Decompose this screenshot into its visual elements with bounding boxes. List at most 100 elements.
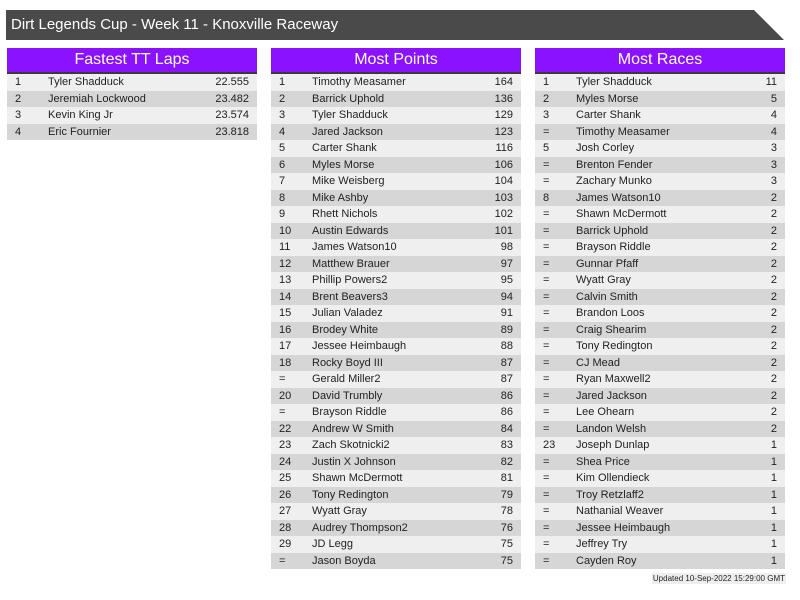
table-row: 23 Joseph Dunlap 1 (535, 437, 785, 454)
value-cell: 84 (500, 422, 513, 435)
driver-name-cell: Brent Beavers3 (312, 290, 388, 303)
table-row: = Shea Price 1 (535, 453, 785, 470)
value-cell: 2 (770, 422, 777, 435)
rank-cell: = (543, 488, 550, 501)
table-row: = Shawn McDermott 2 (535, 206, 785, 223)
table-row: = Jessee Heimbaugh 1 (535, 519, 785, 536)
table-row: = Jared Jackson 2 (535, 387, 785, 404)
table-row: 13 Phillip Powers2 95 (271, 272, 521, 289)
value-cell: 94 (500, 290, 513, 303)
value-cell: 2 (770, 340, 777, 352)
rank-cell: = (279, 554, 286, 567)
value-cell: 11 (765, 76, 777, 88)
rank-cell: = (543, 538, 550, 550)
rank-cell: = (543, 323, 550, 336)
rank-cell: = (543, 274, 550, 286)
driver-name-cell: Mike Weisberg (312, 175, 385, 187)
driver-name-cell: Austin Edwards (312, 224, 389, 237)
value-cell: 106 (494, 158, 513, 171)
value-cell: 104 (494, 175, 513, 187)
value-cell: 2 (770, 323, 777, 336)
value-cell: 5 (770, 92, 777, 105)
table-row: = Kim Ollendieck 1 (535, 470, 785, 487)
rank-cell: 12 (279, 257, 292, 270)
driver-name-cell: Shea Price (576, 455, 630, 468)
value-cell: 83 (500, 439, 513, 451)
rank-cell: 2 (543, 92, 550, 105)
table-row: 26 Tony Redington 79 (271, 486, 521, 503)
rank-cell: 28 (279, 521, 292, 534)
driver-name-cell: Jared Jackson (576, 389, 647, 402)
driver-name-cell: Timothy Measamer (576, 125, 670, 138)
driver-name-cell: Brodey White (312, 323, 379, 336)
value-cell: 2 (770, 241, 777, 253)
rank-cell: 7 (279, 175, 286, 187)
rank-cell: = (543, 125, 550, 138)
value-cell: 86 (500, 389, 513, 402)
driver-name-cell: Justin X Johnson (312, 455, 396, 468)
table-row: 3 Tyler Shadduck 129 (271, 107, 521, 124)
driver-name-cell: Barrick Uphold (576, 224, 649, 237)
driver-name-cell: Craig Shearim (576, 323, 647, 336)
value-cell: 75 (500, 554, 513, 567)
table-row: = Timothy Measamer 4 (535, 123, 785, 140)
value-cell: 75 (500, 538, 513, 550)
driver-name-cell: Joseph Dunlap (576, 439, 650, 451)
rank-cell: 18 (279, 356, 292, 369)
driver-name-cell: Matthew Brauer (312, 257, 390, 270)
rank-cell: 23 (279, 439, 292, 451)
value-cell: 91 (500, 307, 513, 319)
rank-cell: 29 (279, 538, 292, 550)
rank-cell: 10 (279, 224, 292, 237)
value-cell: 3 (770, 175, 777, 187)
table-row: 11 James Watson10 98 (271, 239, 521, 256)
driver-name-cell: Wyatt Gray (576, 274, 631, 286)
rank-cell: 2 (15, 92, 22, 105)
driver-name-cell: Shawn McDermott (312, 472, 403, 484)
value-cell: 23.482 (215, 92, 249, 105)
rank-cell: 27 (279, 505, 292, 517)
value-cell: 2 (770, 208, 777, 220)
value-cell: 81 (500, 472, 513, 484)
driver-name-cell: Tyler Shadduck (312, 109, 388, 121)
rank-cell: = (543, 257, 550, 270)
driver-name-cell: Audrey Thompson2 (312, 521, 408, 534)
table-row: 8 James Watson10 2 (535, 189, 785, 206)
rank-cell: 20 (279, 389, 292, 402)
value-cell: 82 (500, 455, 513, 468)
rank-cell: = (543, 241, 550, 253)
rank-cell: = (543, 373, 550, 385)
rank-cell: 1 (15, 76, 22, 88)
rank-cell: = (543, 521, 550, 534)
table-row: = Ryan Maxwell2 2 (535, 371, 785, 388)
table-row: 25 Shawn McDermott 81 (271, 470, 521, 487)
value-cell: 76 (500, 521, 513, 534)
table-row: = Nathanial Weaver 1 (535, 503, 785, 520)
table-row: = Barrick Uphold 2 (535, 222, 785, 239)
value-cell: 3 (770, 158, 777, 171)
leaderboard-rows: 1 Tyler Shadduck 11 2 Myles Morse 5 3 Carter Sh… (535, 74, 785, 569)
rank-cell: 3 (279, 109, 286, 121)
value-cell: 97 (500, 257, 513, 270)
table-row: = Troy Retzlaff2 1 (535, 486, 785, 503)
fastest-tt-laps-panel: Fastest TT Laps 1 Tyler Shadduck 22.555 2 Je… (7, 48, 257, 140)
rank-cell: = (543, 406, 550, 418)
value-cell: 2 (770, 406, 777, 418)
rank-cell: 14 (279, 290, 292, 303)
driver-name-cell: Nathanial Weaver (576, 505, 664, 517)
table-row: 17 Jessee Heimbaugh 88 (271, 338, 521, 355)
driver-name-cell: JD Legg (312, 538, 353, 550)
table-row: = Calvin Smith 2 (535, 288, 785, 305)
rank-cell: 3 (543, 109, 550, 121)
rank-cell: 26 (279, 488, 292, 501)
table-row: 10 Austin Edwards 101 (271, 222, 521, 239)
rank-cell: = (543, 340, 550, 352)
table-row: 7 Mike Weisberg 104 (271, 173, 521, 190)
table-row: = Jeffrey Try 1 (535, 536, 785, 553)
rank-cell: 1 (543, 76, 550, 88)
table-row: 1 Timothy Measamer 164 (271, 74, 521, 91)
driver-name-cell: Timothy Measamer (312, 76, 406, 88)
table-row: 1 Tyler Shadduck 11 (535, 74, 785, 91)
rank-cell: = (543, 158, 550, 171)
table-row: 27 Wyatt Gray 78 (271, 503, 521, 520)
